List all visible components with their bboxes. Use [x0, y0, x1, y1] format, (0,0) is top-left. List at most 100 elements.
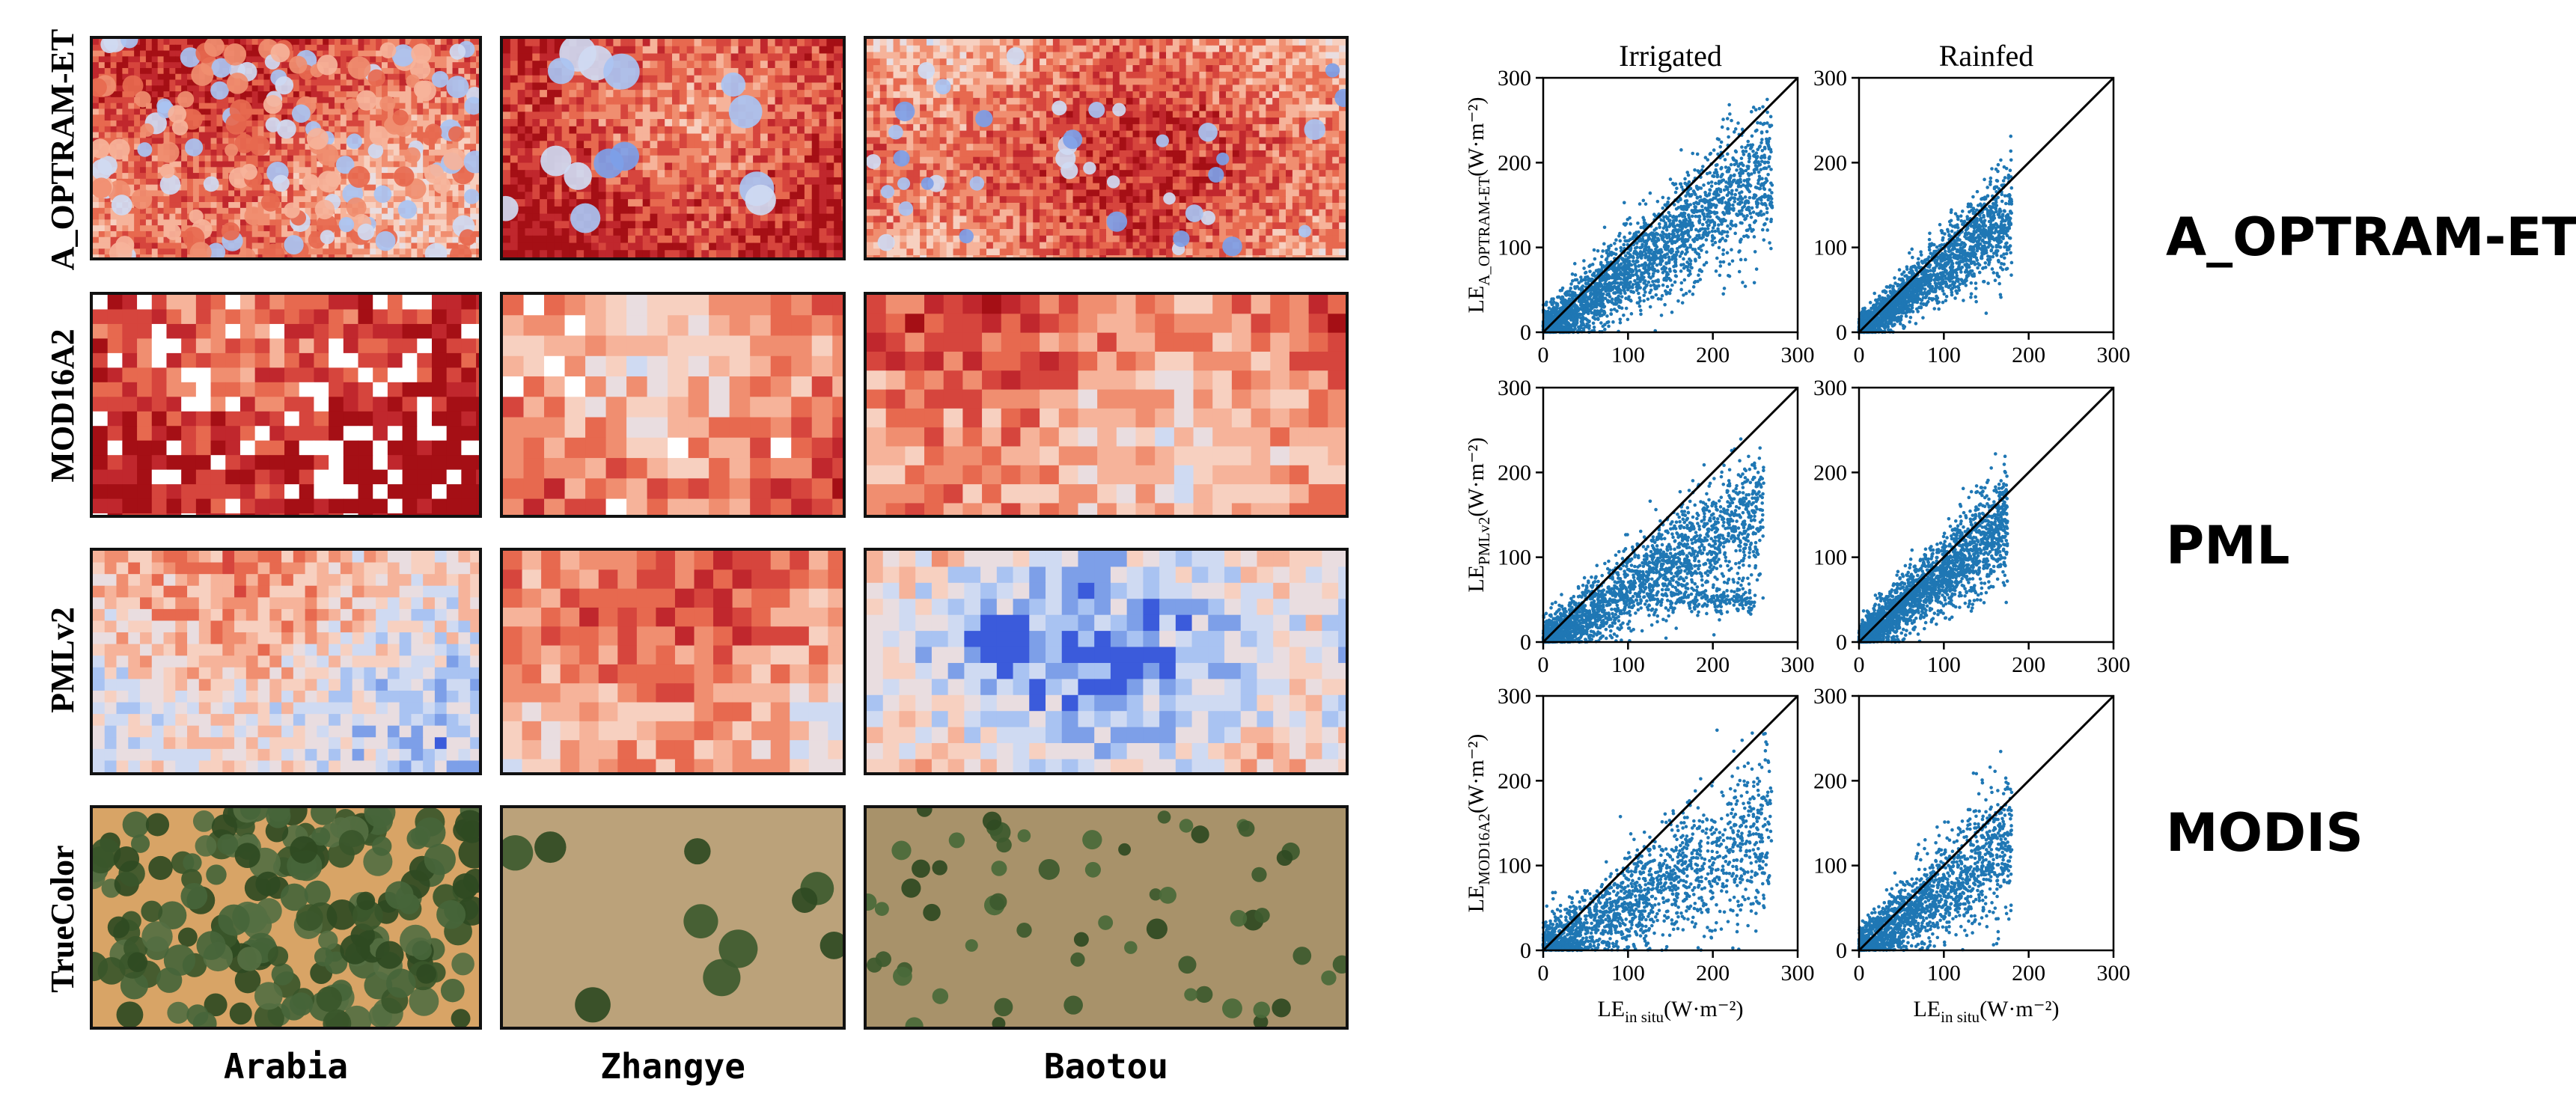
raster-cells	[867, 551, 1346, 772]
scatter-point	[1715, 210, 1719, 215]
scatter-point	[1655, 200, 1660, 204]
scatter-point	[1599, 309, 1603, 314]
scatter-point	[1730, 224, 1735, 227]
scatter-point	[1595, 293, 1599, 297]
scatter-point	[1955, 278, 1959, 283]
scatter-point	[1686, 268, 1690, 272]
scatter-point	[1568, 293, 1572, 297]
scatter-point	[1615, 287, 1620, 292]
scatter-point	[1904, 314, 1908, 318]
scatter-point	[1592, 326, 1596, 329]
scatter-point	[1873, 320, 1877, 325]
scatter-point	[1643, 262, 1646, 266]
scatter-point	[1567, 314, 1572, 318]
scatter-point	[1593, 257, 1597, 261]
y-tick-label: 100	[1498, 236, 1531, 260]
scatter-point	[1664, 271, 1669, 275]
scatter-point	[2003, 245, 2006, 249]
scatter-point	[1757, 177, 1762, 181]
scatter-point	[1716, 198, 1720, 202]
scatter-point	[1692, 190, 1697, 195]
scatter-point	[1916, 257, 1920, 261]
scatter-point	[1688, 243, 1693, 248]
scatter-point	[1923, 287, 1927, 291]
scatter-point	[1931, 297, 1935, 301]
scatter-point	[1739, 167, 1743, 171]
scatter-point	[1626, 218, 1630, 221]
scatter-point	[1970, 208, 1974, 213]
scatter-point	[1769, 197, 1774, 201]
scatter-point	[1693, 248, 1697, 251]
scatter-point	[1770, 204, 1774, 208]
scatter-point	[1587, 319, 1591, 323]
scatter-point	[1626, 251, 1631, 255]
scatter-point	[2000, 199, 2004, 204]
scatter-point	[1727, 166, 1731, 170]
scatter-point	[2001, 179, 2006, 183]
scatter-point	[1768, 188, 1772, 192]
scatter-point	[1941, 238, 1945, 242]
scatter-point	[1644, 245, 1649, 249]
scatter-point	[1687, 213, 1691, 218]
scatter-point	[1884, 285, 1889, 289]
scatter-point	[1581, 312, 1584, 317]
scatter-point	[1709, 180, 1714, 184]
scatter-point	[1971, 254, 1976, 259]
scatter-point	[1721, 545, 1726, 549]
scatter-point	[1945, 227, 1950, 232]
scatter-point	[1917, 288, 1921, 293]
scatter-point	[1935, 294, 1938, 299]
scatter-point	[1606, 284, 1611, 288]
scatter-point	[2008, 168, 2012, 173]
one-to-one-line	[1858, 76, 2115, 334]
scatter-point	[1606, 320, 1611, 324]
scatter-point	[1647, 236, 1652, 241]
scatter-point	[1762, 147, 1767, 150]
scatter-point	[1622, 313, 1626, 317]
scatter-point	[1888, 308, 1892, 313]
scatter-point	[1697, 170, 1701, 174]
scatter-point	[1612, 308, 1617, 311]
scatter-point	[1670, 181, 1675, 186]
scatter-point	[1958, 282, 1962, 287]
scatter-point	[1751, 106, 1756, 109]
scatter-point	[1603, 323, 1607, 327]
scatter-point	[1648, 191, 1652, 195]
scatter-point	[1696, 209, 1700, 213]
scatter-point	[1717, 181, 1721, 186]
scatter-point	[1673, 240, 1677, 245]
scatter-point	[1942, 252, 1946, 257]
scatter-point	[1759, 159, 1764, 163]
scatter-point	[1704, 238, 1709, 242]
x-tick-label: 100	[1611, 343, 1645, 367]
scatter-point	[1590, 311, 1594, 315]
scatter-point	[1897, 268, 1902, 272]
scatter-point	[1580, 317, 1584, 320]
scatter-point	[1694, 214, 1698, 219]
scatter-point	[1700, 208, 1705, 213]
scatter-point	[1996, 195, 2000, 200]
scatter-point	[1714, 181, 1718, 186]
scatter-point	[1623, 239, 1627, 243]
scatter-point	[2009, 186, 2014, 190]
scatter-point	[1876, 317, 1880, 321]
scatter-point	[1703, 198, 1708, 202]
scatter-point	[1676, 223, 1679, 227]
scatter-point	[1715, 256, 1719, 260]
scatter-point	[1911, 299, 1916, 303]
scatter-point	[1768, 114, 1773, 119]
scatter-point	[1876, 324, 1880, 329]
scatter-point	[1582, 266, 1586, 270]
scatter-point	[1573, 273, 1578, 277]
scatter-point	[1685, 248, 1688, 251]
scatter-point	[1994, 223, 1999, 227]
scatter-point	[1924, 303, 1929, 307]
scatter-point	[1706, 214, 1709, 219]
scatter-point	[1914, 295, 1918, 299]
scatter-point	[1760, 138, 1764, 141]
scatter-point	[1638, 299, 1642, 303]
scatter-point	[1673, 182, 1678, 186]
scatter-point	[1668, 278, 1673, 282]
scatter-point	[1643, 223, 1648, 227]
